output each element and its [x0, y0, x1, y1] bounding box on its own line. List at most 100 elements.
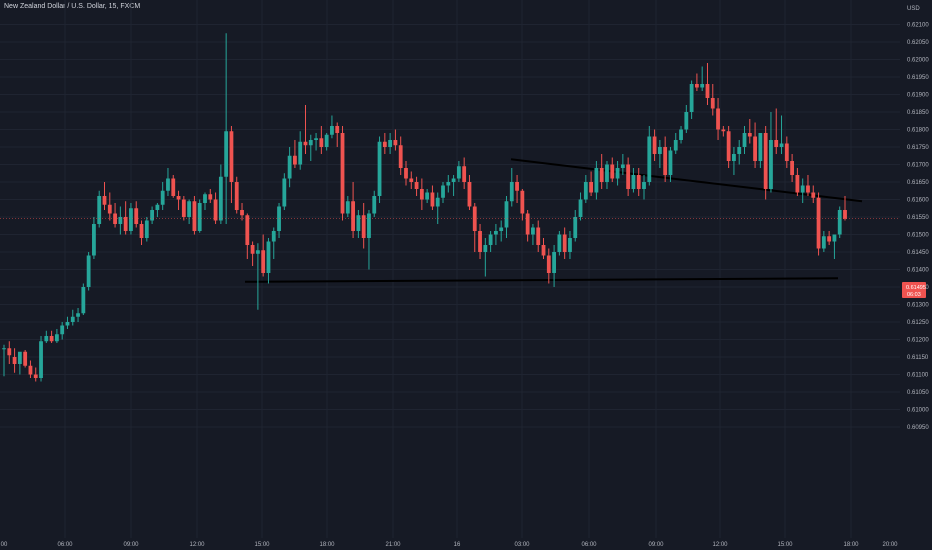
candles [2, 33, 847, 382]
candle-down [113, 213, 117, 224]
candle-down [12, 357, 17, 364]
candle-up [456, 166, 461, 179]
candle-up [700, 84, 705, 88]
x-tick-label: 15:00 [777, 542, 793, 548]
candle-up [605, 164, 609, 182]
candle-up [673, 140, 678, 151]
candle-up [679, 129, 683, 140]
candle-down [520, 190, 525, 214]
y-tick-label: 0.61500 [907, 233, 929, 239]
candle-down [208, 194, 213, 200]
candle-up [298, 141, 303, 165]
candle-up [552, 252, 556, 273]
candle-up [81, 287, 86, 314]
candle-down [694, 84, 699, 88]
candle-up [446, 182, 451, 186]
grid [0, 0, 900, 538]
candle-up [255, 250, 260, 254]
y-tick-label: 0.61150 [907, 355, 929, 361]
candle-up [97, 196, 102, 224]
y-tick-label: 0.61050 [907, 390, 929, 396]
x-tick-label: 18:00 [319, 542, 335, 548]
candle-down [234, 182, 239, 210]
candle-up [615, 168, 620, 179]
candle-down [636, 175, 641, 189]
candle-up [266, 241, 271, 273]
candle-up [531, 227, 535, 235]
candle-down [790, 161, 795, 175]
candle-up [568, 238, 572, 252]
candle-down [398, 145, 403, 168]
candle-up [684, 112, 689, 130]
time-axis[interactable]: 00 06:00 09:00 12:00 15:00 18:00 21:00 16 03:00 0… [1, 542, 899, 548]
candle-up [583, 182, 588, 200]
candle-up [779, 143, 784, 147]
y-tick-label: 0.61600 [907, 198, 929, 204]
candle-down [716, 108, 720, 130]
candle-down [710, 98, 715, 109]
last-price-text: 0.61495 [906, 285, 926, 291]
candle-down [261, 250, 266, 273]
x-tick-label: 06:00 [57, 542, 73, 548]
candle-down [240, 210, 244, 216]
candle-up [451, 178, 456, 182]
candle-up [166, 178, 170, 191]
candle-down [726, 131, 731, 161]
candle-down [393, 140, 398, 146]
candle-down [382, 141, 387, 147]
candle-down [139, 224, 144, 238]
candle-down [33, 374, 38, 378]
y-tick-label: 0.61900 [907, 93, 929, 99]
price-axis[interactable]: USD 0.62100 0.62050 0.62000 0.61950 0.61900 0… [907, 6, 929, 431]
candle-up [367, 213, 371, 238]
y-tick-label: 0.61700 [907, 163, 929, 169]
candle-up [837, 210, 842, 235]
candle-up [118, 217, 123, 224]
candle-down [541, 245, 546, 256]
candle-down [213, 199, 218, 221]
candle-up [642, 182, 646, 189]
candle-up [2, 348, 6, 350]
countdown-text: 06:03 [907, 292, 921, 298]
candle-down [562, 234, 567, 252]
candle-down [123, 217, 128, 231]
x-tick-label: 06:00 [581, 542, 597, 548]
candle-up [65, 322, 70, 326]
candle-up [499, 227, 504, 231]
candle-up [76, 313, 80, 317]
y-tick-label: 0.61200 [907, 338, 929, 344]
y-tick-label: 0.61300 [907, 303, 929, 309]
candle-up [689, 84, 694, 112]
candle-up [372, 196, 377, 214]
candle-up [150, 210, 155, 221]
candle-down [351, 201, 355, 231]
candle-down [462, 166, 467, 182]
y-tick-label: 0.61800 [907, 128, 929, 134]
candle-up [377, 141, 382, 196]
candle-down [467, 182, 472, 207]
x-tick-label: 18:00 [843, 542, 859, 548]
x-tick-label: 12:00 [712, 542, 728, 548]
candle-up [647, 136, 652, 182]
candle-up [197, 203, 202, 231]
candle-down [430, 192, 435, 207]
y-tick-label: 0.61000 [907, 408, 929, 414]
candle-up [573, 217, 578, 238]
y-tick-label: 0.61100 [907, 373, 929, 379]
candle-down [134, 208, 139, 224]
candle-up [218, 176, 223, 221]
candle-down [843, 210, 847, 219]
candle-up [129, 208, 133, 231]
candle-up [54, 334, 59, 342]
candle-up [557, 234, 562, 252]
candle-up [308, 140, 313, 146]
y-tick-label: 0.61650 [907, 180, 929, 186]
candle-down [610, 164, 615, 179]
candle-down [525, 213, 530, 235]
candle-up [631, 175, 636, 189]
candle-up [44, 336, 49, 342]
candle-up [86, 255, 91, 287]
candle-up [155, 204, 160, 210]
candle-down [536, 227, 541, 245]
